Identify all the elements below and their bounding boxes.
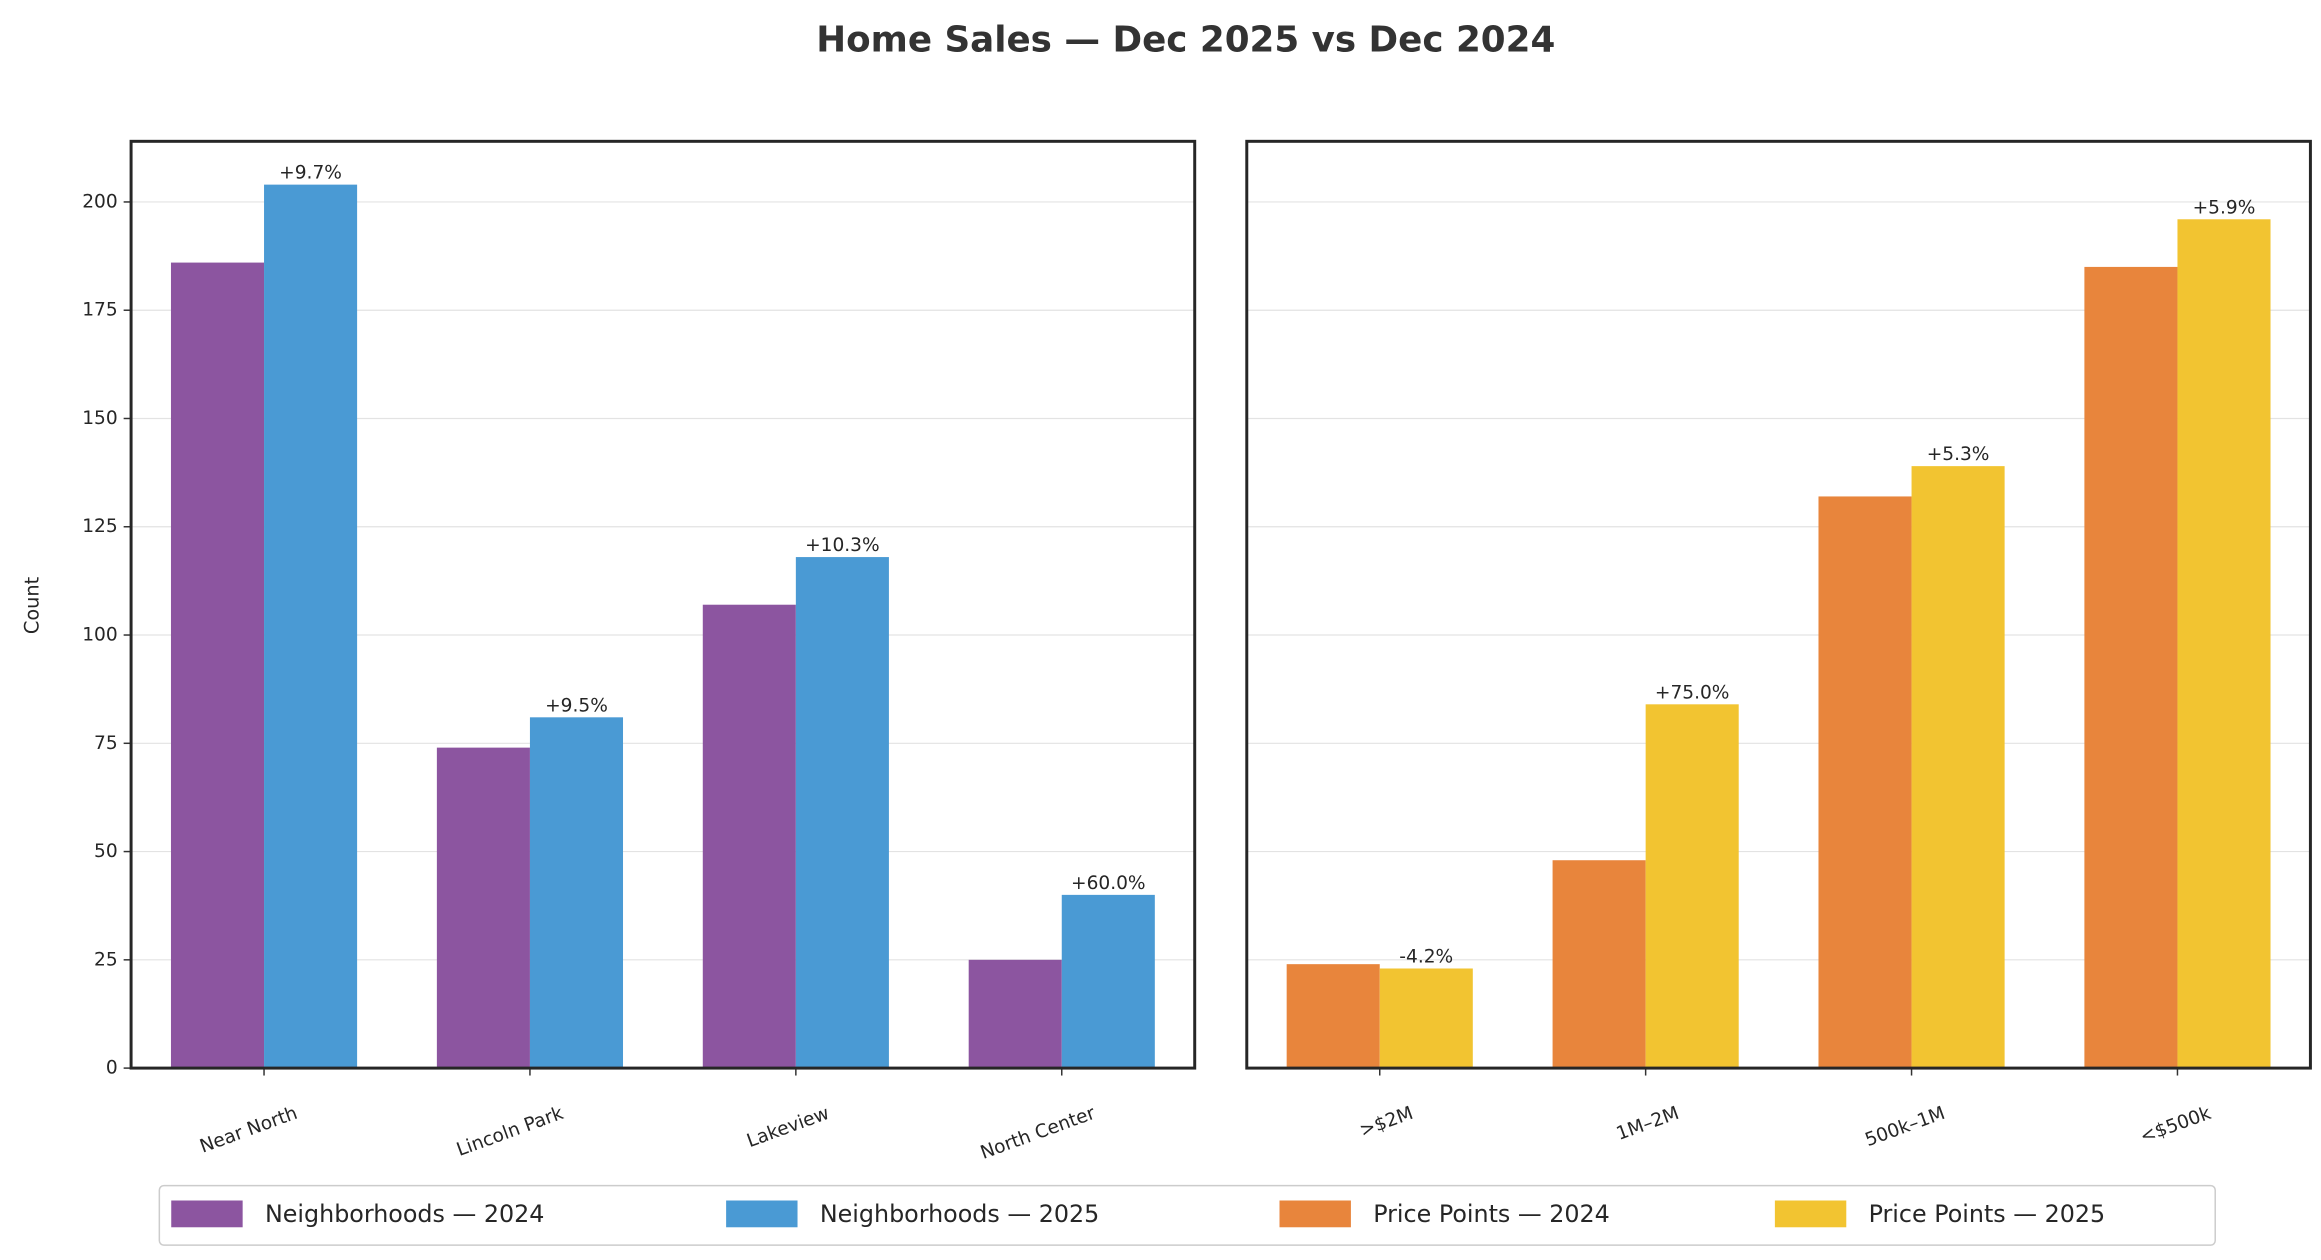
bar [1286,964,1380,1069]
bar [1379,968,1473,1069]
annotation: +9.7% [279,163,342,184]
x-tick-label: Near North [197,1103,300,1158]
y-tick-label: 50 [94,841,118,862]
legend-label: Price Points — 2025 [1869,1200,2106,1228]
chart-title: Home Sales — Dec 2025 vs Dec 2024 [816,20,1555,61]
y-tick-label: 75 [94,733,118,754]
x-tick-label: North Center [978,1103,1099,1164]
y-axis-label: Count [20,576,43,634]
bar [436,747,530,1069]
annotation: +60.0% [1071,873,1146,894]
legend [158,1184,2216,1246]
y-tick-label: 25 [94,949,118,970]
bar [968,959,1062,1069]
x-tick-label: Lakeview [744,1103,832,1152]
x-tick-label: Lincoln Park [454,1103,567,1161]
legend-swatch [1279,1200,1351,1228]
annotation: +5.9% [2193,197,2256,218]
x-tick-label: 1M–2M [1614,1103,1682,1145]
annotation: -4.2% [1399,947,1453,968]
bar [795,557,889,1069]
legend-swatch [726,1200,798,1228]
bar [2084,266,2178,1069]
bar [1818,496,1912,1069]
bar [1645,704,1739,1069]
annotation: +9.5% [545,695,608,716]
x-tick-label: 500k–1M [1862,1103,1948,1151]
bar [1911,466,2005,1069]
y-tick-label: 200 [82,191,117,212]
axes-frame [1245,139,2312,1070]
x-tick-label: <$500k [2137,1103,2214,1148]
bar [1552,860,1646,1069]
bar [2177,219,2271,1069]
bar [702,604,796,1069]
bar [1061,894,1155,1069]
y-tick-label: 125 [82,516,117,537]
legend-label: Neighborhoods — 2025 [820,1200,1099,1228]
legend-swatch [1774,1200,1847,1228]
annotation: +5.3% [1927,444,1990,465]
axes-frame [129,139,1197,1070]
x-tick-label: >$2M [1357,1103,1416,1142]
annotation: +75.0% [1655,682,1730,703]
legend-label: Price Points — 2024 [1373,1200,1610,1228]
bar [170,262,265,1069]
bar [529,717,624,1069]
annotation: +10.3% [805,535,880,556]
y-tick-label: 0 [106,1058,118,1079]
legend-label: Neighborhoods — 2024 [265,1200,544,1228]
bar [264,184,358,1069]
legend-swatch [171,1200,243,1228]
y-tick-label: 100 [82,625,117,646]
y-tick-label: 150 [82,408,117,429]
y-tick-label: 175 [82,300,117,321]
